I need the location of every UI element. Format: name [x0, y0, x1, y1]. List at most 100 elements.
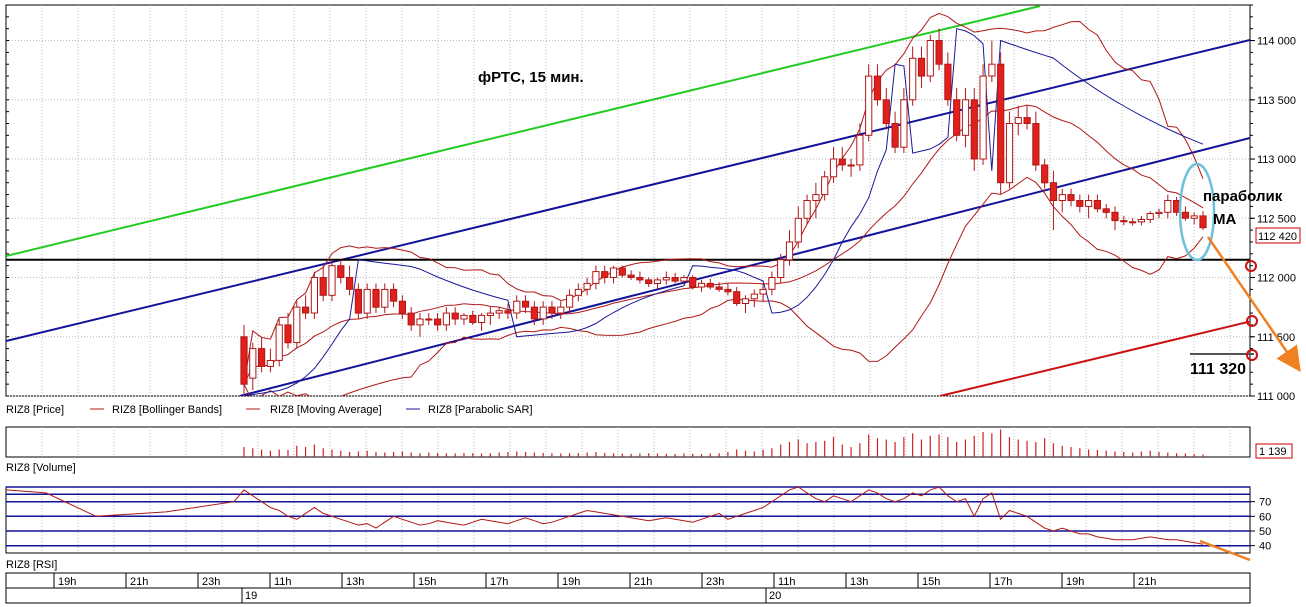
candle-body-down	[1181, 211, 1190, 219]
blue-channel-upper-line	[6, 39, 1250, 342]
candle	[609, 265, 618, 284]
candle	[618, 265, 626, 278]
candle	[1199, 211, 1207, 231]
candle	[1102, 204, 1110, 219]
candle-body-down	[1111, 211, 1119, 222]
y-tick-label: 114 000	[1257, 36, 1296, 48]
candle	[706, 278, 714, 290]
candle	[794, 206, 802, 248]
bollinger-upper-band	[243, 12, 1204, 385]
volume-bars	[243, 429, 1204, 457]
candle	[1181, 206, 1190, 221]
candle	[398, 295, 406, 319]
candle	[627, 270, 635, 280]
candle-body-up	[900, 99, 908, 148]
candle	[856, 123, 864, 171]
candle	[1111, 206, 1119, 231]
candle	[451, 307, 459, 325]
candle	[310, 271, 318, 319]
candle-body-up	[1155, 211, 1163, 215]
candle-body-down	[354, 288, 362, 314]
candle-body-up	[847, 164, 855, 167]
candle	[363, 283, 371, 319]
candle-body-up	[416, 318, 424, 326]
candle-body-up	[1190, 215, 1198, 219]
candle	[1146, 211, 1154, 224]
candle	[900, 87, 908, 154]
volume-last-tag	[1255, 443, 1293, 459]
candle	[354, 283, 362, 319]
candle-body-down	[1049, 182, 1058, 201]
rsi-tick-label: 50	[1259, 526, 1271, 538]
candle	[319, 265, 327, 302]
candle	[434, 313, 442, 331]
candle	[979, 64, 987, 165]
time-tick-label: 13h	[850, 576, 868, 588]
candle	[1041, 159, 1049, 189]
candle	[768, 271, 776, 296]
candle-body-up	[363, 288, 371, 314]
candle-body-down	[548, 306, 556, 314]
candle	[592, 265, 600, 290]
candle	[715, 282, 723, 292]
parabolic-sar-line	[243, 28, 1204, 396]
time-tick-label: 19h	[562, 576, 580, 588]
candle	[460, 313, 468, 325]
candle	[750, 289, 758, 308]
candle	[821, 170, 829, 201]
candle-body-up	[821, 176, 829, 196]
candle-body-down	[337, 265, 345, 279]
candle-body-down	[715, 286, 723, 290]
candle	[917, 46, 926, 88]
candle-body-down	[618, 267, 626, 276]
candle	[882, 87, 890, 130]
rsi-plot-frame	[5, 486, 1251, 554]
candle	[601, 265, 609, 284]
price-candles	[240, 28, 1207, 396]
y-tick-label: 113 500	[1257, 95, 1296, 107]
candle	[926, 34, 934, 83]
candle	[829, 147, 838, 183]
candle	[1137, 215, 1146, 226]
candle-body-down	[1199, 215, 1207, 229]
candle-body-down	[645, 279, 653, 284]
candle-body-up	[460, 314, 468, 320]
candle-body-down	[873, 75, 882, 101]
candle-body-up	[785, 241, 794, 261]
candle-body-up	[249, 348, 257, 379]
candle	[645, 277, 653, 287]
candle	[1085, 194, 1093, 219]
candle-body-down	[346, 277, 354, 290]
candle	[1155, 208, 1163, 219]
candle	[522, 295, 530, 314]
red-channel-line	[939, 320, 1250, 396]
candle	[1129, 218, 1137, 226]
candle-body-up	[856, 134, 864, 166]
candle-body-down	[258, 348, 266, 367]
y-tick-label: 111 000	[1257, 391, 1295, 403]
time-tick-label: 15h	[922, 576, 940, 588]
candle-body-up	[513, 300, 521, 314]
time-tick-label: 21h	[634, 576, 652, 588]
candle	[970, 87, 978, 171]
candle-body-down	[838, 158, 846, 166]
candle-body-down	[1023, 117, 1031, 124]
candle	[425, 313, 433, 325]
candle	[944, 52, 952, 106]
candle	[495, 307, 503, 319]
time-tick-label: 11h	[274, 576, 292, 588]
candle	[293, 301, 301, 349]
candle	[530, 301, 538, 325]
candle	[337, 259, 345, 284]
candle	[478, 313, 486, 331]
candle-body-up	[486, 312, 494, 317]
candle-body-up	[1146, 213, 1154, 220]
candle-body-down	[372, 288, 380, 308]
candle-body-down	[953, 99, 961, 136]
y-tick-label: 112 500	[1257, 213, 1296, 225]
candle	[838, 147, 846, 171]
forecast-arrow	[1206, 236, 1301, 373]
chart-title: фРТС, 15 мин.	[478, 69, 584, 86]
candle-body-up	[653, 279, 662, 284]
candle-body-up	[759, 288, 767, 295]
